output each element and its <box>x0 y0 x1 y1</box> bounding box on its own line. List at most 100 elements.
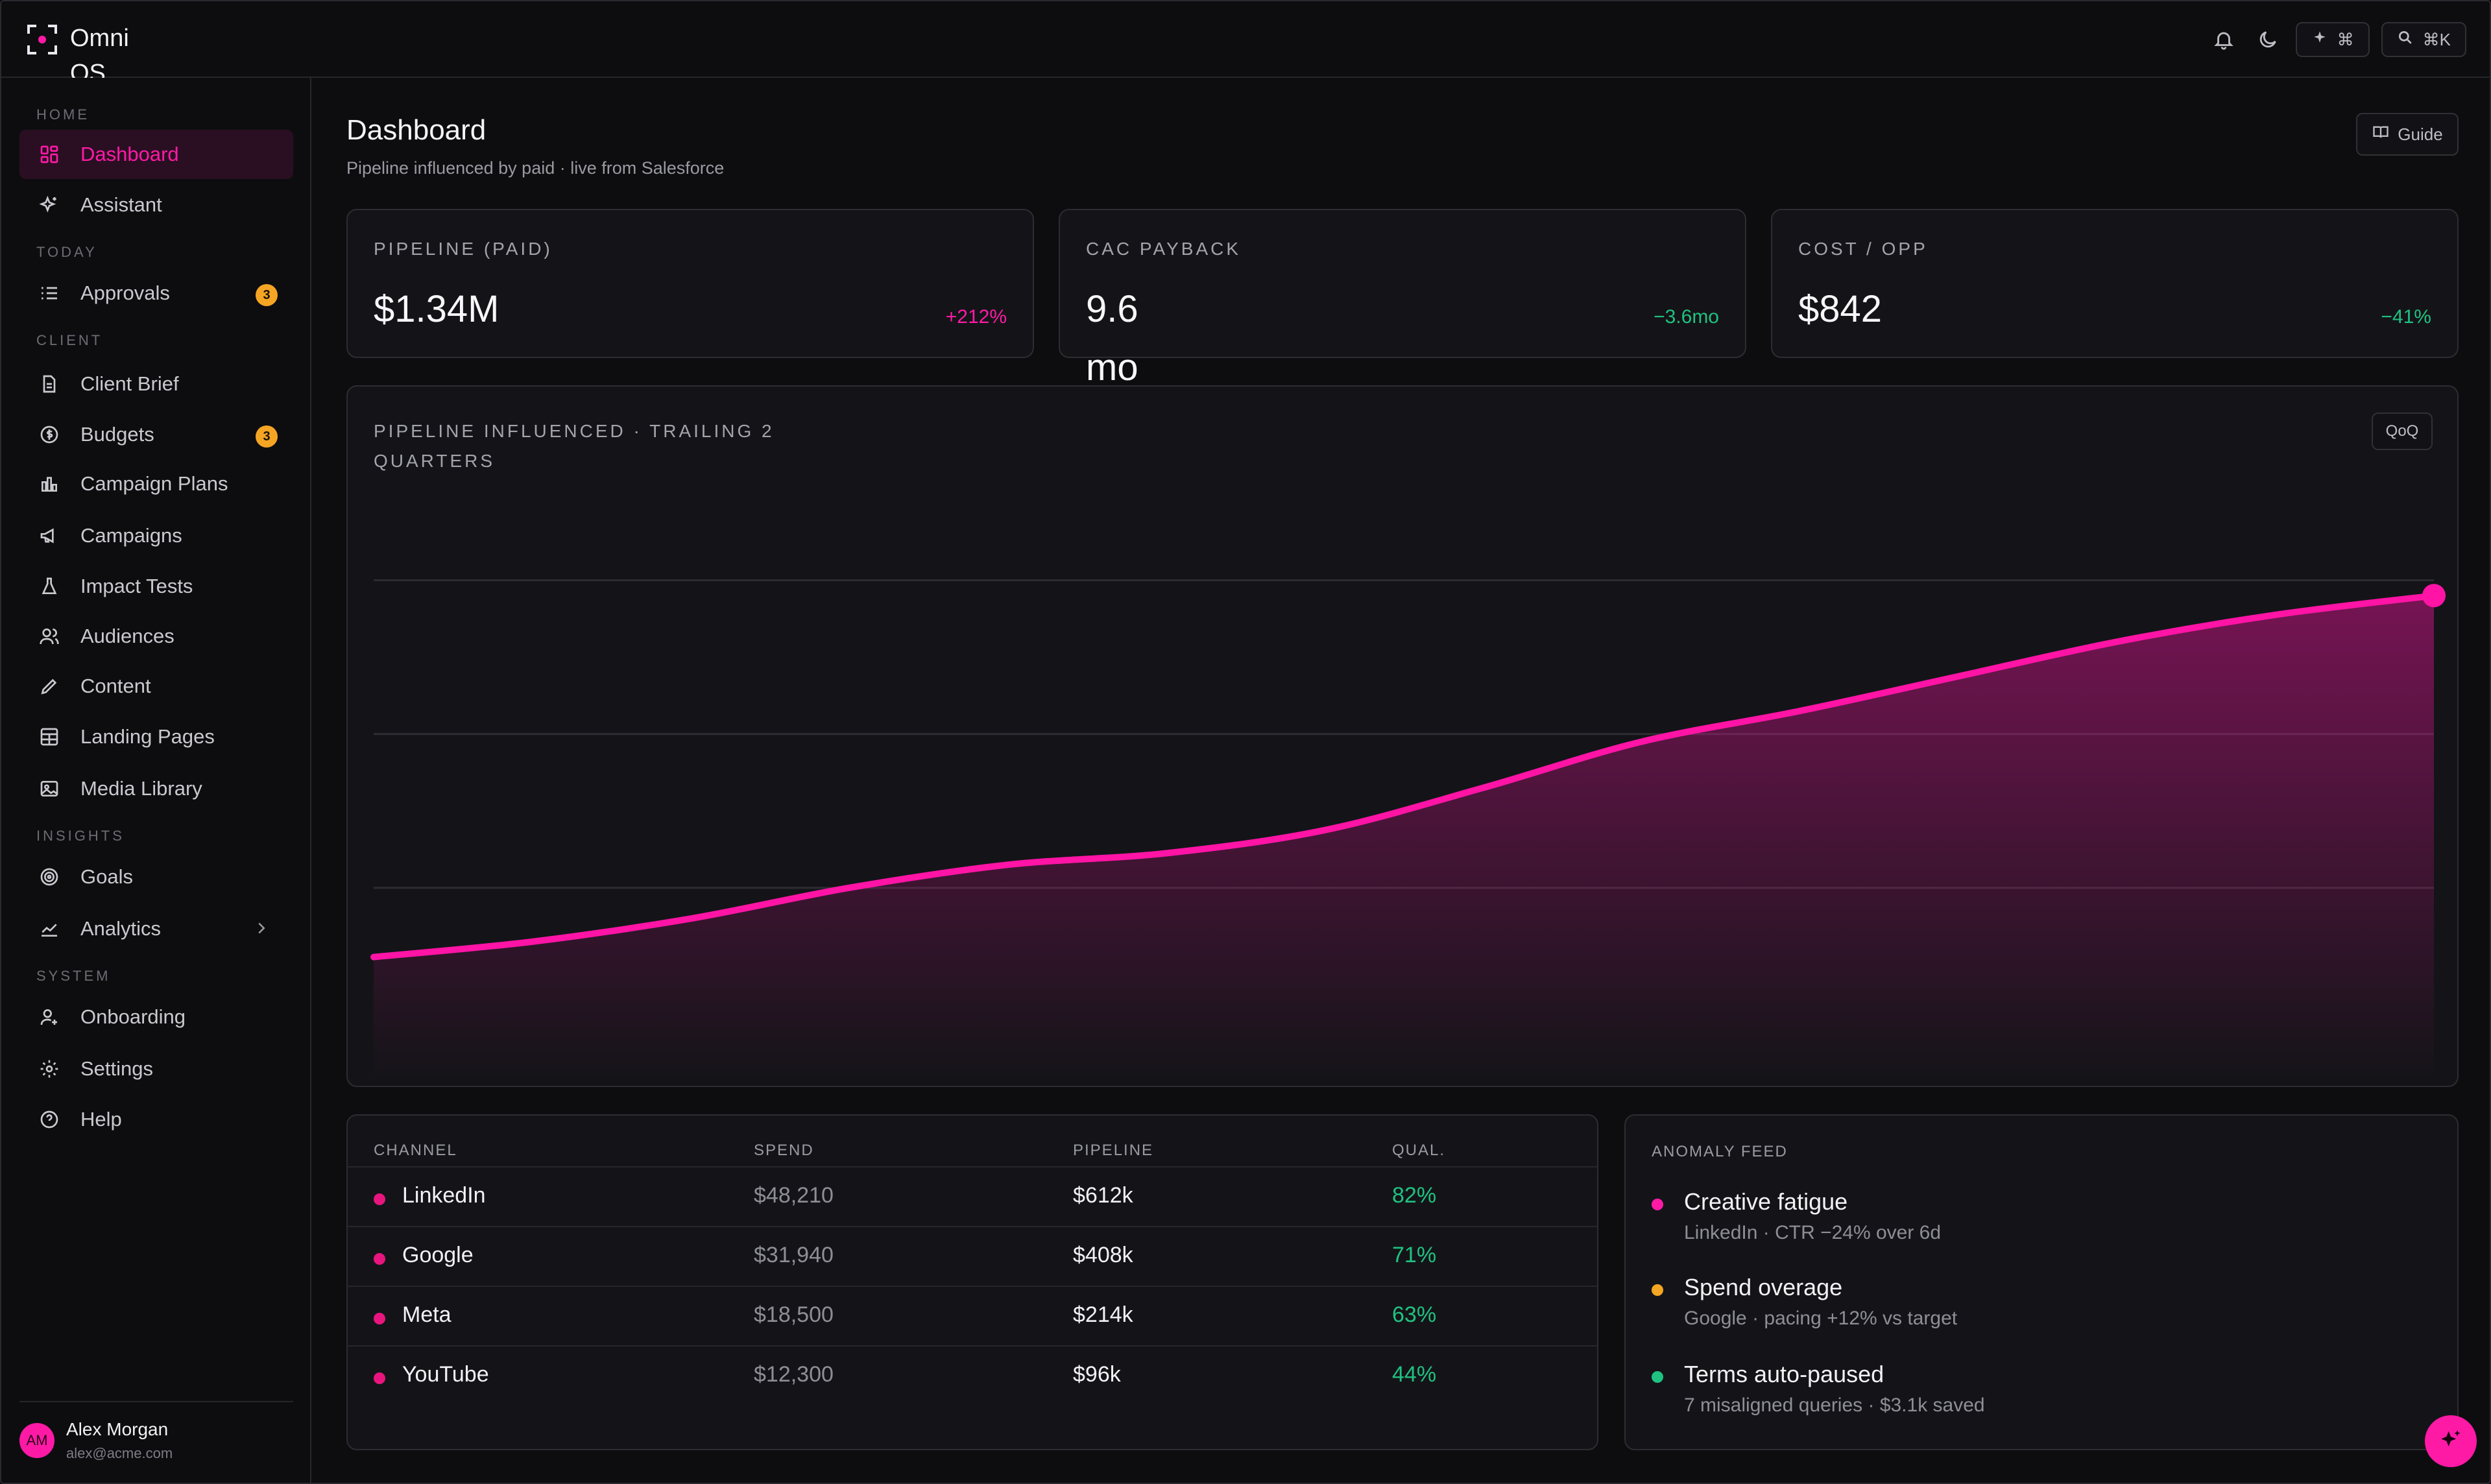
channel-name: LinkedIn <box>402 1183 486 1208</box>
guide-button[interactable]: Guide <box>2356 113 2459 156</box>
channel-dot <box>374 1313 385 1324</box>
qual-value: 44% <box>1392 1362 1437 1387</box>
pipeline-value: $96k <box>1073 1362 1121 1387</box>
sidebar-item-label: Onboarding <box>80 1005 186 1028</box>
users-icon <box>36 623 62 649</box>
sidebar-item-audiences[interactable]: Audiences <box>19 612 293 661</box>
page-title: Dashboard <box>346 114 487 146</box>
sparkle-icon <box>2438 1427 2464 1456</box>
sidebar-item-client-brief[interactable]: Client Brief <box>19 359 293 409</box>
kpi-card-cac-payback: CAC PAYBACK 9.6 mo −3.6mo <box>1059 209 1746 389</box>
kpi-delta: +212% <box>945 306 1007 328</box>
column-header-pipeline[interactable]: PIPELINE <box>1073 1142 1154 1159</box>
sidebar-item-settings[interactable]: Settings <box>19 1044 293 1094</box>
sidebar-item-analytics[interactable]: Analytics <box>19 904 293 953</box>
sidebar-item-label: Media Library <box>80 777 202 800</box>
sidebar-item-label: Audiences <box>80 625 174 647</box>
pipeline-value: $214k <box>1073 1302 1133 1327</box>
grid-icon <box>36 141 62 167</box>
severity-dot <box>1652 1284 1663 1296</box>
page-subtitle: Pipeline influenced by paid · live from … <box>346 158 725 178</box>
channel-dot <box>374 1372 385 1384</box>
anomaly-title: Creative fatigue <box>1684 1188 1848 1215</box>
pipeline-line <box>370 592 2437 961</box>
bell-icon[interactable] <box>2208 23 2240 56</box>
kpi-delta: −41% <box>2381 306 2431 328</box>
section-system: SYSTEM <box>36 968 111 984</box>
anomaly-detail: LinkedIn · CTR −24% over 6d <box>1684 1222 1942 1243</box>
table-row[interactable]: Google $31,940 $408k 71% <box>348 1226 1597 1286</box>
qoq-toggle-button[interactable]: QoQ <box>2372 413 2433 450</box>
severity-dot <box>1652 1371 1663 1383</box>
kpi-card-pipeline: PIPELINE (PAID) $1.34M +212% <box>346 209 1034 358</box>
flask-icon <box>36 573 62 599</box>
anomaly-title: Spend overage <box>1684 1274 1843 1300</box>
sidebar-item-content[interactable]: Content <box>19 662 293 711</box>
sidebar-item-budgets[interactable]: Budgets 3 <box>19 410 293 459</box>
gear-icon <box>36 1056 62 1082</box>
approvals-count-badge: 3 <box>256 284 278 306</box>
sidebar-item-label: Help <box>80 1108 122 1131</box>
target-icon <box>36 864 62 890</box>
column-header-qual[interactable]: QUAL. <box>1392 1142 1446 1159</box>
chevron-right-icon[interactable] <box>252 918 271 943</box>
table-row[interactable]: YouTube $12,300 $96k 44% <box>348 1345 1597 1405</box>
avatar: AM <box>19 1423 54 1458</box>
pipeline-area-chart <box>370 579 2446 1081</box>
anomaly-feed: ANOMALY FEED Creative fatigue LinkedIn ·… <box>1624 1114 2459 1450</box>
sidebar-item-campaign-plans[interactable]: Campaign Plans <box>19 459 293 509</box>
sidebar-item-campaigns[interactable]: Campaigns <box>19 511 293 560</box>
user-name: Alex Morgan <box>66 1419 169 1439</box>
bar-chart-icon <box>36 471 62 497</box>
layout-icon <box>36 724 62 750</box>
trend-icon <box>36 916 62 942</box>
section-insights: INSIGHTS <box>36 828 125 844</box>
pipeline-value: $408k <box>1073 1243 1133 1267</box>
column-header-channel[interactable]: CHANNEL <box>374 1142 457 1159</box>
chart-points <box>373 584 2446 957</box>
section-today: TODAY <box>36 244 97 260</box>
table-row[interactable]: Meta $18,500 $214k 63% <box>348 1286 1597 1345</box>
assistant-fab-button[interactable] <box>2425 1415 2477 1467</box>
sidebar-item-assistant[interactable]: Assistant <box>19 180 293 230</box>
megaphone-icon <box>36 523 62 549</box>
pipeline-chart-card: PIPELINE INFLUENCED · TRAILING 2 QUARTER… <box>346 385 2459 1087</box>
channel-name: Google <box>402 1243 474 1267</box>
document-icon <box>36 371 62 397</box>
sidebar-item-landing-pages[interactable]: Landing Pages <box>19 712 293 761</box>
kpi-label: CAC PAYBACK <box>1086 239 1242 259</box>
anomaly-feed-title: ANOMALY FEED <box>1652 1143 1788 1160</box>
section-client: CLIENT <box>36 332 103 348</box>
top-bar: Omni OS ⌘ ⌘K <box>1 1 2490 87</box>
pipeline-value: $612k <box>1073 1183 1133 1208</box>
guide-label: Guide <box>2398 124 2443 144</box>
sidebar-item-approvals[interactable]: Approvals 3 <box>19 269 293 318</box>
sidebar-item-goals[interactable]: Goals <box>19 852 293 902</box>
checklist-icon <box>36 280 62 306</box>
table-row[interactable]: LinkedIn $48,210 $612k 82% <box>348 1166 1597 1226</box>
sidebar-item-label: Approvals <box>80 281 170 304</box>
channel-name: Meta <box>402 1302 451 1327</box>
sidebar-item-impact-tests[interactable]: Impact Tests <box>19 562 293 611</box>
column-header-spend[interactable]: SPEND <box>754 1142 814 1159</box>
pipeline-area <box>374 595 2434 1081</box>
kpi-value: $842 <box>1798 288 1883 330</box>
ai-shortcut-button[interactable]: ⌘ <box>2295 22 2370 57</box>
anomaly-detail: 7 misaligned queries · $3.1k saved <box>1684 1394 1985 1416</box>
moon-icon[interactable] <box>2252 23 2284 56</box>
book-icon <box>2372 123 2390 146</box>
qual-value: 63% <box>1392 1302 1437 1327</box>
spend-value: $31,940 <box>754 1243 834 1267</box>
sidebar-item-help[interactable]: Help <box>19 1095 293 1144</box>
sidebar-item-media-library[interactable]: Media Library <box>19 764 293 813</box>
help-icon <box>36 1107 62 1132</box>
sparkle-icon <box>2311 29 2328 51</box>
sidebar-item-dashboard[interactable]: Dashboard <box>19 130 293 179</box>
search-button[interactable]: ⌘K <box>2381 22 2466 57</box>
kpi-value: 9.6 mo <box>1086 288 1138 389</box>
channel-dot <box>374 1193 385 1205</box>
user-profile[interactable]: AM Alex Morgan alex@acme.com <box>19 1401 293 1462</box>
sidebar-item-onboarding[interactable]: Onboarding <box>19 992 293 1042</box>
image-icon <box>36 776 62 802</box>
